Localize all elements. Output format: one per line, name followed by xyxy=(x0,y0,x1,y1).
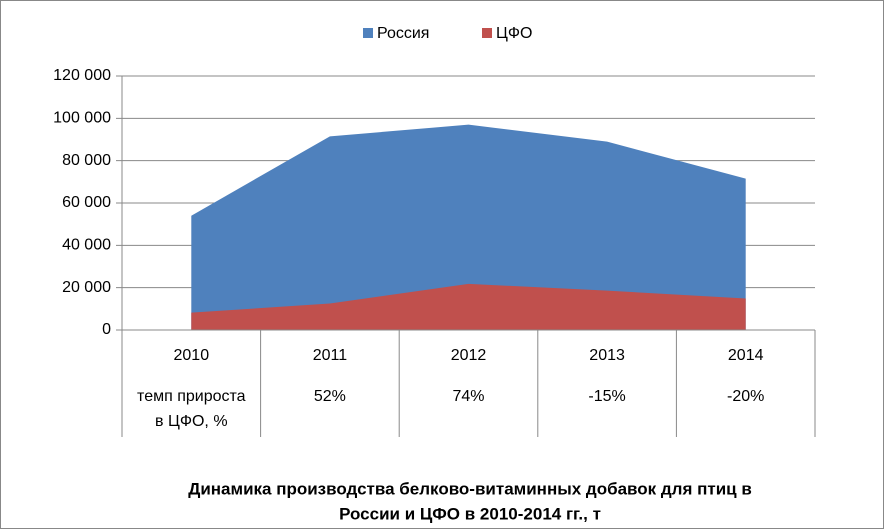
y-tick-label: 60 000 xyxy=(62,194,111,211)
growth-value: -15% xyxy=(588,388,625,405)
legend-swatch xyxy=(363,28,373,38)
area xyxy=(191,283,746,330)
area xyxy=(191,124,746,330)
chart-title: Динамика производства белково-витаминных… xyxy=(188,479,752,498)
chart-title: России и ЦФО в 2010-2014 гг., т xyxy=(339,504,601,523)
growth-value: -20% xyxy=(727,388,764,405)
y-tick-label: 120 000 xyxy=(53,67,111,84)
x-tick-label: 2012 xyxy=(451,347,487,364)
legend-swatch xyxy=(482,28,492,38)
legend-label: ЦФО xyxy=(496,25,532,42)
y-tick-label: 0 xyxy=(102,321,111,338)
x-tick-label: 2010 xyxy=(174,347,210,364)
legend-label: Россия xyxy=(377,25,429,42)
y-tick-label: 80 000 xyxy=(62,152,111,169)
x-tick-label: 2011 xyxy=(313,347,348,364)
y-tick-label: 40 000 xyxy=(62,237,111,254)
growth-value: 74% xyxy=(452,388,484,405)
row-label: в ЦФО, % xyxy=(155,413,228,430)
y-tick-label: 20 000 xyxy=(62,279,111,296)
row-label: темп прироста xyxy=(137,388,246,405)
x-tick-label: 2014 xyxy=(728,347,764,364)
growth-value: 52% xyxy=(314,388,346,405)
x-tick-label: 2013 xyxy=(589,347,625,364)
y-tick-label: 100 000 xyxy=(53,110,111,127)
